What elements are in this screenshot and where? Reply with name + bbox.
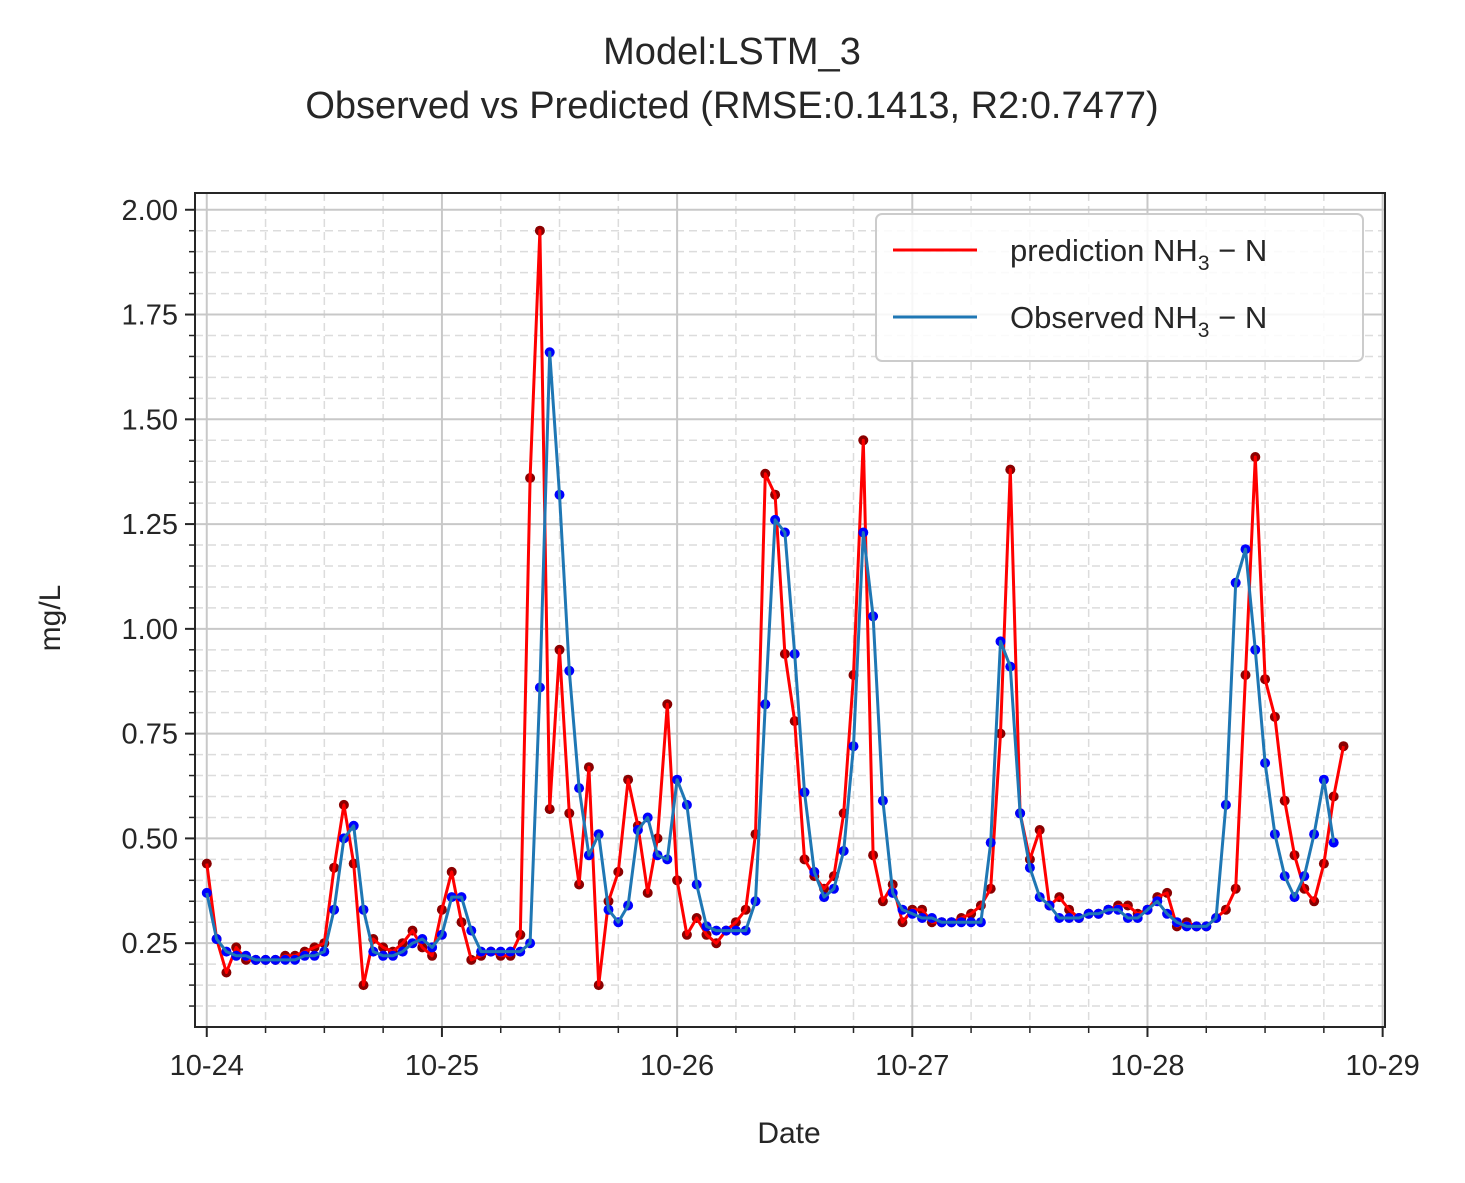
series-observed bbox=[201, 347, 1339, 965]
legend-label-prediction: prediction NH3 − N bbox=[1010, 233, 1267, 275]
legend-label-observed: Observed NH3 − N bbox=[1010, 300, 1267, 342]
x-tick-label: 10-28 bbox=[1110, 1050, 1184, 1082]
y-tick-label: 2.00 bbox=[122, 195, 178, 227]
x-tick-label: 10-27 bbox=[875, 1050, 949, 1082]
series-layer bbox=[201, 225, 1349, 991]
legend-box bbox=[875, 213, 1364, 362]
x-axis-label: Date bbox=[757, 1117, 820, 1150]
observed-line bbox=[205, 350, 1336, 962]
chart-title: Model:LSTM_3 bbox=[603, 31, 861, 73]
y-tick-label: 0.75 bbox=[122, 719, 178, 751]
y-axis-label: mg/L bbox=[34, 585, 67, 652]
y-tick-label: 1.75 bbox=[122, 300, 178, 332]
x-tick-label: 10-29 bbox=[1346, 1050, 1420, 1082]
plot-frame bbox=[194, 192, 1386, 1028]
plot-area: 10-24 10-25 10-26 10-27 10-28 10-29 0.25 0.50 0.… bbox=[122, 192, 1420, 1082]
x-tick-label: 10-24 bbox=[170, 1050, 244, 1082]
y-tick-label: 0.25 bbox=[122, 928, 178, 960]
y-tick-label: 1.25 bbox=[122, 509, 178, 541]
x-tick-label: 10-26 bbox=[640, 1050, 714, 1082]
chart-subtitle: Observed vs Predicted (RMSE:0.1413, R2:0… bbox=[305, 85, 1158, 127]
legend: prediction NH3 − N Observed NH3 − N bbox=[875, 213, 1364, 362]
axis-ticks: 10-24 10-25 10-26 10-27 10-28 10-29 0.25 0.50 0.… bbox=[122, 195, 1420, 1082]
x-tick-label: 10-25 bbox=[405, 1050, 479, 1082]
y-tick-label: 1.50 bbox=[122, 404, 178, 436]
y-tick-label: 1.00 bbox=[122, 614, 178, 646]
y-tick-label: 0.50 bbox=[122, 823, 178, 855]
